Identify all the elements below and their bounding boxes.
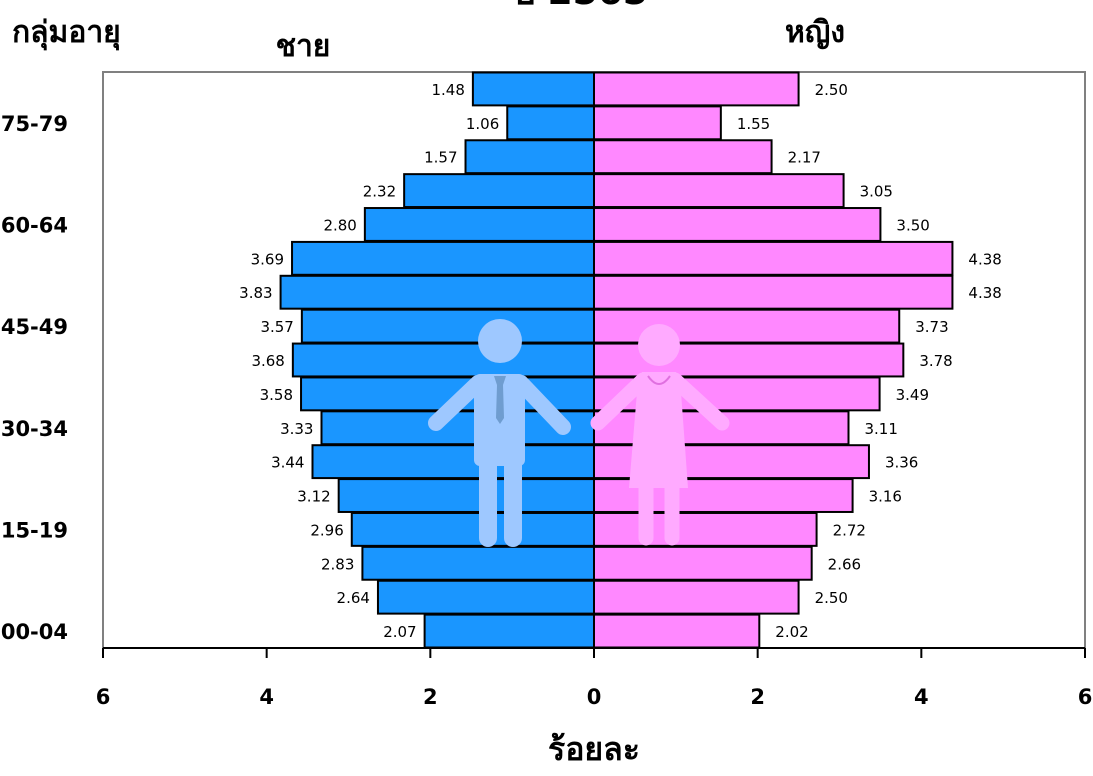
female-value-label: 3.36 bbox=[885, 454, 918, 472]
female-value-label: 2.66 bbox=[828, 555, 861, 573]
x-tick-label: 0 bbox=[587, 685, 602, 709]
male-bar-45-49 bbox=[300, 308, 595, 344]
female-person-icon bbox=[590, 324, 730, 546]
female-value-label: 1.55 bbox=[737, 115, 770, 133]
x-tick-label: 4 bbox=[259, 685, 274, 709]
male-value-label: 3.44 bbox=[271, 454, 304, 472]
male-value-label: 1.48 bbox=[431, 81, 464, 99]
male-value-label: 3.12 bbox=[297, 488, 330, 506]
male-value-label: 1.57 bbox=[424, 149, 457, 167]
female-series-label: หญิง bbox=[785, 15, 845, 50]
female-value-label: 2.50 bbox=[815, 589, 848, 607]
male-value-label: 3.83 bbox=[239, 284, 272, 302]
male-value-label: 2.32 bbox=[363, 183, 396, 201]
female-value-label: 2.72 bbox=[833, 521, 866, 539]
male-value-label: 3.58 bbox=[260, 386, 293, 404]
male-value-label: 2.83 bbox=[321, 555, 354, 573]
female-bar-55-59 bbox=[593, 240, 954, 276]
male-bar-05-09 bbox=[376, 579, 595, 615]
male-value-label: 1.06 bbox=[466, 115, 499, 133]
x-tick-label: 4 bbox=[914, 685, 929, 709]
female-bar-65-69 bbox=[593, 173, 845, 209]
male-value-label: 3.68 bbox=[251, 352, 284, 370]
chart-title: ปี 2565 bbox=[511, 0, 648, 13]
female-value-label: 3.49 bbox=[896, 386, 929, 404]
age-group-label: 00-04 bbox=[1, 620, 68, 644]
female-bar-15-19 bbox=[593, 511, 818, 547]
female-value-label: 3.78 bbox=[919, 352, 952, 370]
female-value-label: 4.38 bbox=[968, 284, 1001, 302]
x-tick-label: 6 bbox=[96, 685, 111, 709]
female-value-label: 2.50 bbox=[815, 81, 848, 99]
female-bar-05-09 bbox=[593, 579, 800, 615]
male-bar-75-79 bbox=[506, 105, 595, 141]
male-bar-50-54 bbox=[279, 274, 595, 310]
female-bar-75-79 bbox=[593, 105, 722, 141]
male-bar-00-04 bbox=[423, 613, 596, 649]
male-value-label: 2.80 bbox=[323, 216, 356, 234]
female-bar-70-74 bbox=[593, 139, 773, 175]
female-value-label: 2.17 bbox=[788, 149, 821, 167]
female-value-label: 3.05 bbox=[860, 183, 893, 201]
male-value-label: 3.33 bbox=[280, 420, 313, 438]
male-series-label: ชาย bbox=[276, 29, 331, 64]
y-axis-title: กลุ่มอายุ bbox=[12, 15, 121, 51]
male-value-label: 2.07 bbox=[383, 623, 416, 641]
female-bar-60-64 bbox=[593, 207, 882, 242]
male-value-label: 2.96 bbox=[310, 521, 343, 539]
male-bar-25-29 bbox=[311, 444, 595, 480]
male-bar-65-69 bbox=[403, 173, 595, 209]
x-axis-title: ร้อยละ bbox=[548, 730, 640, 768]
male-bar-40-44 bbox=[291, 342, 595, 378]
age-group-label: 45-49 bbox=[1, 315, 68, 339]
male-value-label: 3.57 bbox=[260, 318, 293, 336]
female-bar-50-54 bbox=[593, 274, 954, 310]
female-value-label: 2.02 bbox=[775, 623, 808, 641]
male-bar-20-24 bbox=[337, 478, 595, 513]
age-group-label: 30-34 bbox=[1, 417, 68, 441]
female-bar-00-04 bbox=[593, 613, 761, 649]
male-bar-60-64 bbox=[363, 207, 595, 242]
female-value-label: 4.38 bbox=[968, 250, 1001, 268]
x-tick-label: 6 bbox=[1078, 685, 1093, 709]
female-value-label: 3.73 bbox=[915, 318, 948, 336]
female-value-label: 3.50 bbox=[896, 216, 929, 234]
x-tick-label: 2 bbox=[750, 685, 765, 709]
icons-group bbox=[428, 319, 730, 547]
male-bar-70-74 bbox=[464, 139, 595, 175]
x-tick-label: 2 bbox=[423, 685, 438, 709]
male-bar-10-14 bbox=[361, 545, 595, 581]
female-bar-80+ bbox=[593, 71, 800, 107]
category-labels: 75-79 60-64 45-49 30-34 15-19 00-04 bbox=[1, 112, 68, 644]
female-value-label: 3.16 bbox=[869, 488, 902, 506]
male-bar-15-19 bbox=[350, 511, 596, 547]
male-person-icon bbox=[428, 319, 571, 547]
age-group-label: 60-64 bbox=[1, 213, 68, 237]
x-axis: 6 4 2 0 2 4 6 bbox=[96, 647, 1093, 709]
female-bar-45-49 bbox=[593, 308, 901, 344]
bars-group: 1.481.06 1.57 2.32 2.80 3.69 3.83 3.57 3.68 3.58… bbox=[239, 71, 1002, 649]
age-group-label: 75-79 bbox=[1, 112, 68, 136]
male-value-label: 3.69 bbox=[251, 250, 284, 268]
male-bar-80+ bbox=[471, 71, 595, 107]
age-group-label: 15-19 bbox=[1, 518, 68, 542]
female-bar-10-14 bbox=[593, 545, 813, 581]
male-value-label: 2.64 bbox=[337, 589, 370, 607]
male-bar-55-59 bbox=[291, 240, 595, 276]
female-value-label: 3.11 bbox=[865, 420, 898, 438]
